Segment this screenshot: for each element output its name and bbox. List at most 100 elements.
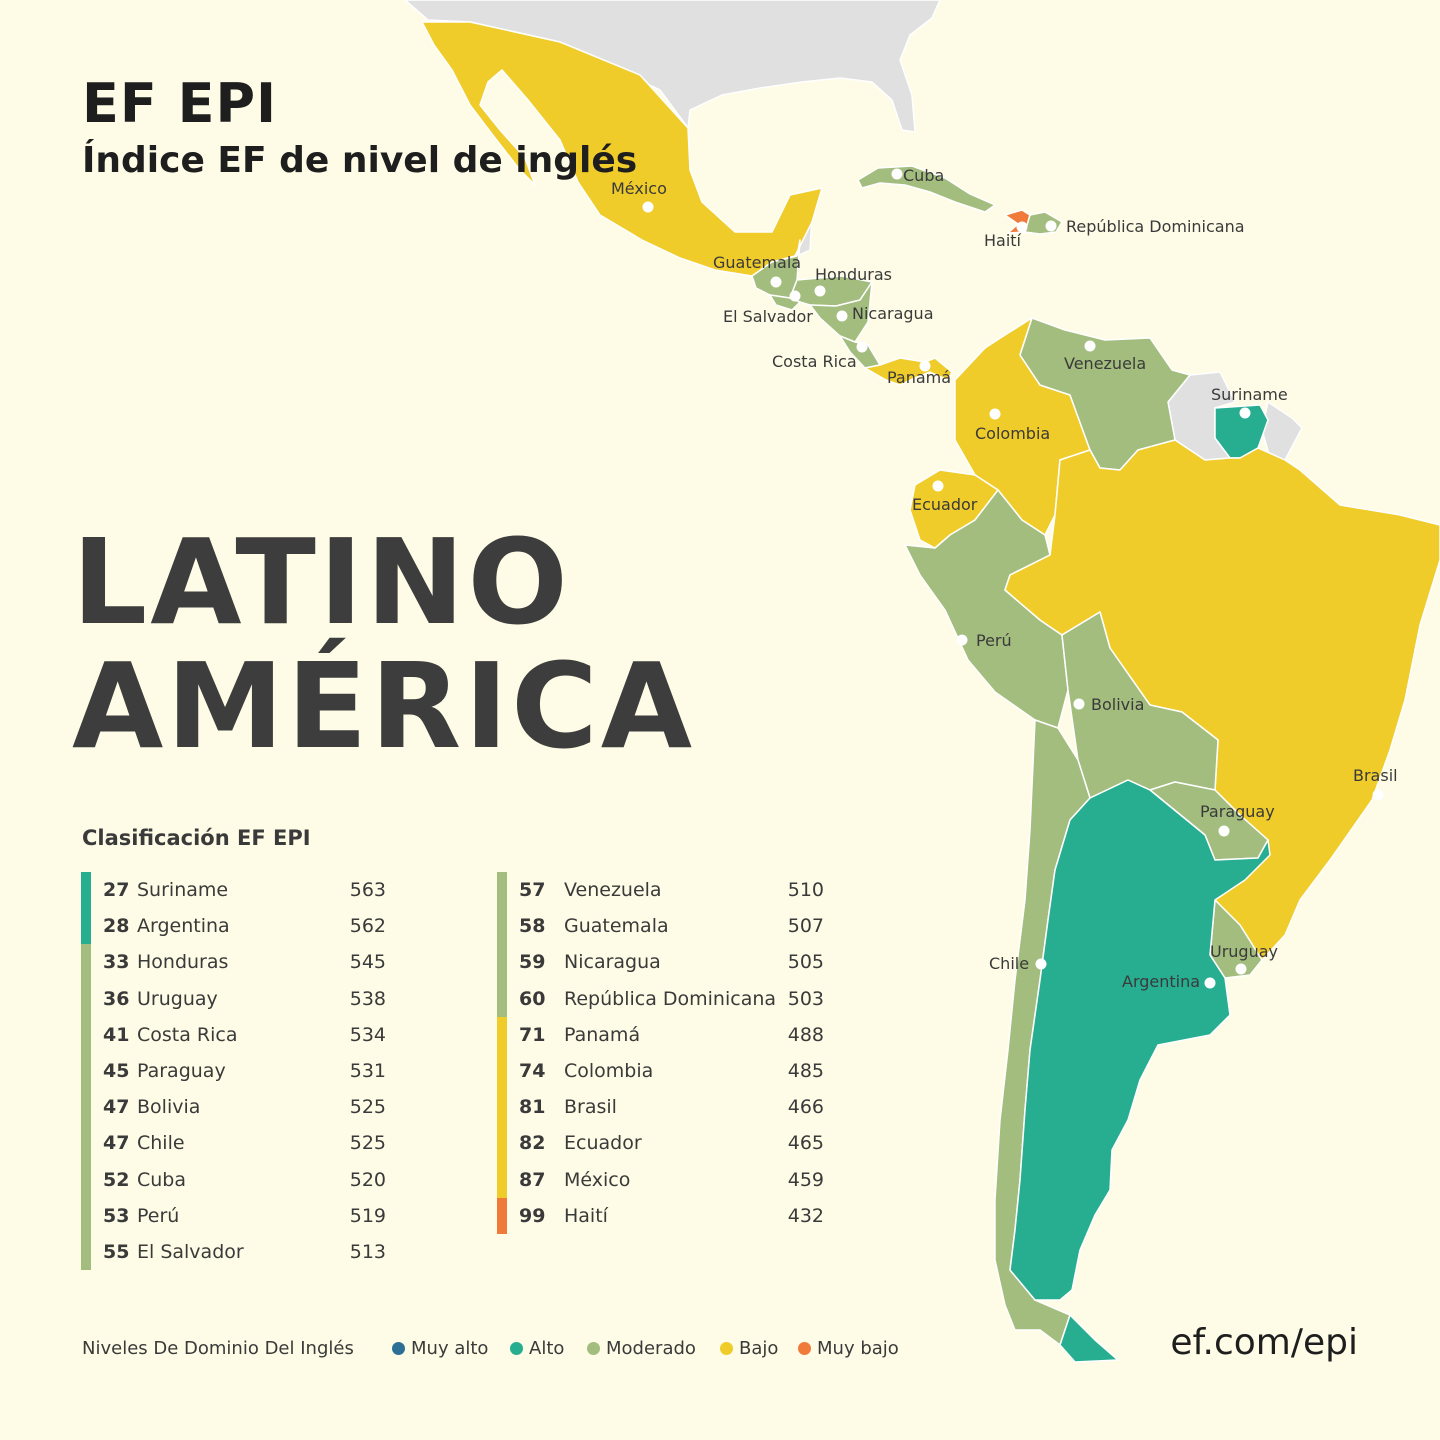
legend-item-muy-alto: Muy alto [392,1338,488,1359]
capital-dot-costa-rica [856,341,868,353]
ranking-row: 33 Honduras 545 [81,944,386,981]
label-peru: Perú [976,631,1012,650]
country-score: 545 [349,951,386,974]
country-name: Brasil [564,1096,617,1119]
ranking-column-1: 27 Suriname 563 28 Argentina 562 33 Honduras 545… [81,872,386,1271]
country-score: 520 [349,1168,386,1191]
country-name: Costa Rica [137,1023,238,1046]
label-cuba: Cuba [903,166,944,185]
country-argentina[interactable] [1009,779,1271,1301]
country-score: 538 [349,987,386,1010]
rank-number: 87 [519,1168,546,1191]
level-color-bar [497,1016,507,1053]
label-haiti: Haití [984,231,1022,250]
level-color-bar [81,1197,91,1234]
country-score: 519 [349,1204,386,1227]
ranking-heading: Clasificación EF EPI [82,826,311,850]
legend-label: Moderado [606,1338,696,1359]
ranking-row: 81 Brasil 466 [497,1089,824,1126]
country-name: Guatemala [564,915,669,938]
country-score: 459 [787,1168,824,1191]
country-name: Chile [137,1132,185,1155]
country-score: 510 [787,879,824,901]
rank-number: 74 [519,1059,546,1082]
ranking-row: 74 Colombia 485 [497,1052,824,1090]
ranking-row: 53 Perú 519 [81,1197,386,1234]
level-color-bar [81,1233,91,1271]
country-name: Panamá [564,1023,641,1046]
capital-dot-argentina [1204,977,1216,989]
level-color-bar [81,1161,91,1198]
capital-dot-brasil [1372,789,1384,801]
country-argentina-tierra-del-fuego[interactable] [1059,1314,1119,1363]
country-mexico[interactable] [421,21,823,277]
label-mexico: México [611,179,667,198]
country-score: 525 [349,1096,386,1119]
legend-label: Alto [529,1338,565,1359]
country-score: 534 [349,1023,386,1046]
level-color-bar [497,1125,507,1162]
rank-number: 81 [519,1096,546,1119]
rank-number: 28 [103,915,130,938]
level-color-bar [81,1125,91,1162]
label-chile: Chile [989,954,1029,973]
rank-number: 57 [519,879,546,901]
country-score: 466 [787,1096,824,1119]
country-score: 531 [349,1059,386,1082]
capital-dot-venezuela [1084,340,1096,352]
label-colombia: Colombia [975,424,1050,443]
capital-markers [642,168,1384,989]
legend-dot-bajo [720,1342,733,1355]
region-title: LATINO AMÉRICA [72,520,695,768]
rank-number: 60 [519,987,546,1010]
label-brasil: Brasil [1353,766,1398,785]
label-el-salvador: El Salvador [723,307,813,326]
legend-dot-muy-alto [392,1342,405,1355]
level-color-bar [81,1089,91,1126]
country-name: Haití [564,1204,608,1227]
ranking-row: 55 El Salvador 513 [81,1233,386,1271]
rank-number: 27 [103,879,130,901]
country-name: Uruguay [137,987,218,1010]
capital-dot-dominicana [1045,220,1057,232]
ranking-row: 27 Suriname 563 [81,872,386,909]
label-panama: Panamá [887,368,951,387]
country-name: Suriname [137,879,229,901]
label-bolivia: Bolivia [1091,695,1144,714]
label-dominicana: República Dominicana [1066,217,1245,236]
label-uruguay: Uruguay [1210,942,1278,961]
ranking-row: 82 Ecuador 465 [497,1125,824,1162]
country-name: México [564,1168,631,1191]
level-color-bar [497,1197,507,1234]
capital-dot-nicaragua [836,310,848,322]
label-suriname: Suriname [1211,385,1288,404]
rank-number: 45 [103,1059,130,1082]
label-argentina: Argentina [1122,972,1200,991]
ranking-column-2: 57 Venezuela 510 58 Guatemala 507 59 Nicaragua 5… [497,872,824,1234]
ranking-row: 58 Guatemala 507 [497,908,824,945]
country-dominican-republic[interactable] [1024,211,1063,235]
rank-number: 99 [519,1204,546,1227]
legend-label: Bajo [739,1338,779,1359]
capital-dot-el-salvador [789,290,801,302]
capital-dot-guatemala [770,276,782,288]
level-color-bar [497,908,507,945]
country-score: 563 [349,879,386,901]
label-nicaragua: Nicaragua [852,304,934,323]
level-color-bar [497,1161,507,1198]
level-color-bar [497,1089,507,1126]
country-cuba[interactable] [857,165,996,213]
level-color-bar [81,1052,91,1090]
country-el-salvador[interactable] [769,294,801,311]
footer-url[interactable]: ef.com/epi [1170,1322,1358,1363]
country-score: 507 [787,915,824,938]
ranking-row: 60 República Dominicana 503 [497,980,824,1017]
label-ecuador: Ecuador [912,495,978,514]
country-score: 465 [787,1132,824,1155]
country-name: Honduras [137,951,229,974]
legend-dot-alto [510,1342,523,1355]
country-score: 488 [787,1023,824,1046]
level-color-bar [81,980,91,1017]
